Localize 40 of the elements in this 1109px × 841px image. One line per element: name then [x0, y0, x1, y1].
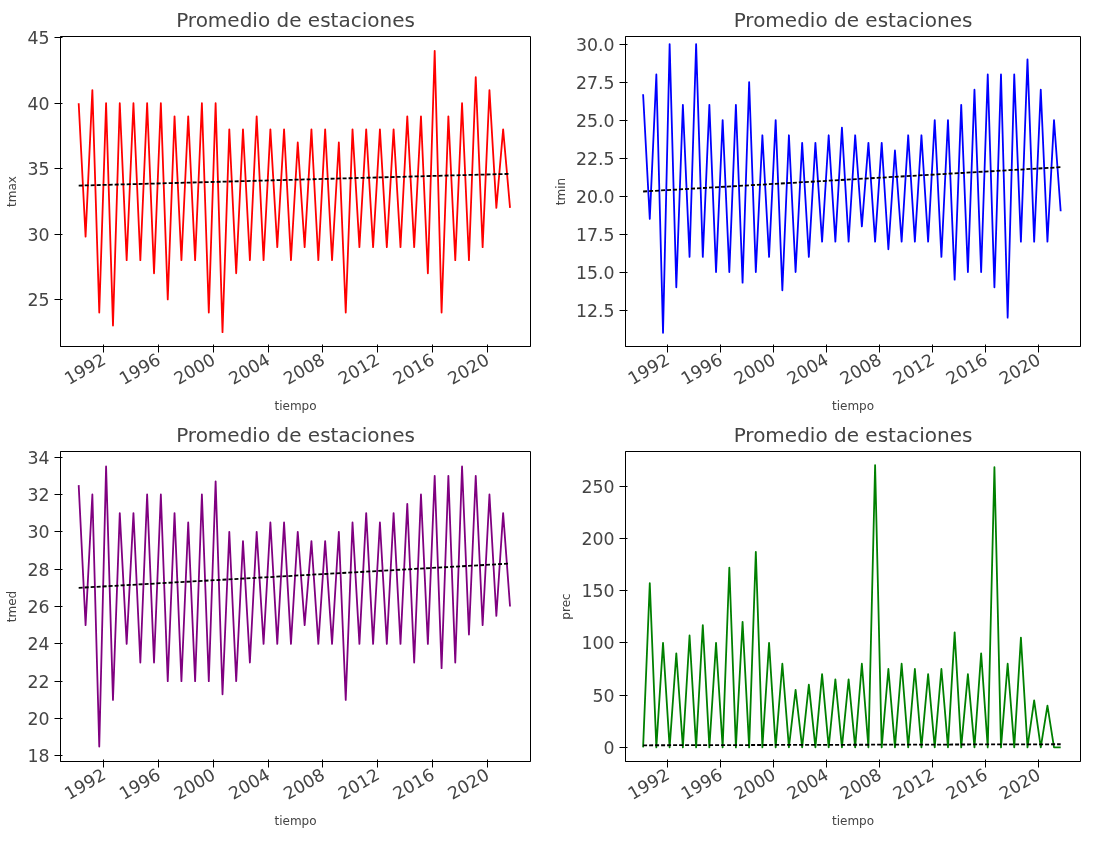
- y-tick-label: 30.0: [575, 34, 615, 55]
- y-tick-label: 50: [592, 685, 615, 706]
- y-tick-label: 17.5: [575, 224, 615, 245]
- y-tick-label: 18: [27, 746, 50, 767]
- y-axis-title: tmax: [5, 176, 20, 207]
- y-axis-title: prec: [559, 593, 574, 620]
- chart-title: Promedio de estaciones: [733, 422, 973, 447]
- y-tick-label: 34: [27, 447, 50, 468]
- y-tick-label: 20.0: [575, 186, 615, 207]
- y-tick-label: 20: [27, 709, 50, 730]
- y-tick-label: 250: [581, 476, 615, 497]
- y-tick-label: 30: [27, 522, 50, 543]
- y-tick-label: 24: [27, 634, 50, 655]
- y-tick-label: 45: [27, 28, 50, 49]
- y-tick-label: 100: [581, 633, 615, 654]
- y-axis-title: tmed: [5, 590, 20, 623]
- x-axis-title: tiempo: [831, 813, 875, 828]
- y-tick-label: 26: [27, 597, 50, 617]
- y-tick-label: 0: [603, 737, 615, 758]
- y-tick-label: 150: [581, 581, 615, 602]
- y-tick-label: 12.5: [575, 300, 615, 321]
- y-tick-label: 30: [27, 224, 50, 245]
- y-tick-label: 27.5: [575, 72, 615, 93]
- y-tick-label: 25: [27, 289, 50, 310]
- chart-title: Promedio de estaciones: [176, 422, 415, 447]
- y-tick-label: 200: [581, 528, 615, 549]
- y-tick-label: 35: [27, 159, 50, 180]
- y-tick-label: 32: [27, 484, 50, 505]
- x-axis-title: tiempo: [274, 398, 317, 413]
- chart-title: Promedio de estaciones: [733, 7, 973, 32]
- chart-title: Promedio de estaciones: [176, 7, 415, 32]
- y-tick-label: 22.5: [575, 148, 615, 169]
- y-tick-label: 15.0: [575, 262, 615, 283]
- x-axis-title: tiempo: [274, 813, 317, 828]
- y-tick-label: 40: [27, 93, 50, 114]
- y-axis-title: tmin: [553, 177, 568, 206]
- x-axis-title: tiempo: [831, 398, 875, 413]
- y-tick-label: 22: [27, 671, 50, 692]
- y-tick-label: 28: [27, 559, 50, 580]
- y-tick-label: 25.0: [575, 110, 615, 131]
